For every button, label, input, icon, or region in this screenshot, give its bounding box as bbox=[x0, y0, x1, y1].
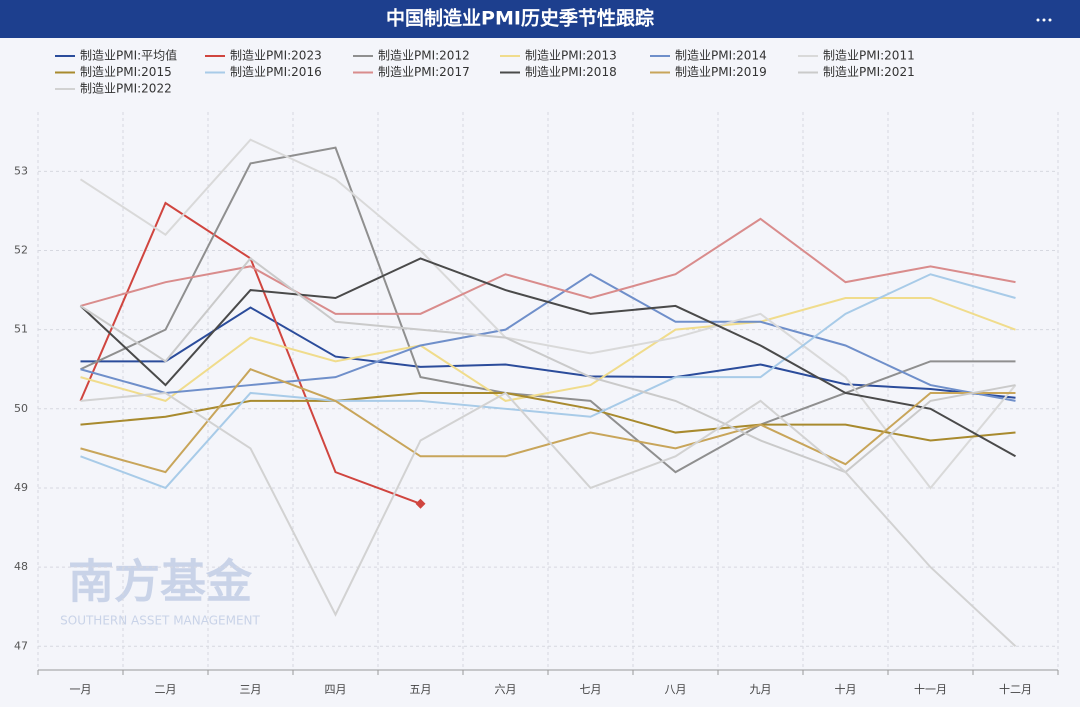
end-marker bbox=[415, 498, 426, 509]
x-tick-label: 八月 bbox=[665, 683, 687, 696]
x-tick-label: 五月 bbox=[410, 683, 432, 696]
legend-label: 制造业PMI:2011 bbox=[823, 49, 915, 63]
legend-label: 制造业PMI:2021 bbox=[823, 65, 915, 79]
y-tick-label: 51 bbox=[14, 323, 28, 336]
y-tick-label: 49 bbox=[14, 481, 28, 494]
y-tick-label: 48 bbox=[14, 560, 28, 573]
series-line bbox=[80, 368, 1016, 474]
x-tick-label: 一月 bbox=[70, 683, 92, 696]
legend-label: 制造业PMI:2023 bbox=[230, 49, 322, 63]
legend-label: 制造业PMI:2013 bbox=[525, 49, 617, 63]
legend-label: 制造业PMI:2012 bbox=[378, 49, 470, 63]
series-line bbox=[80, 273, 1016, 490]
legend-label: 制造业PMI:2014 bbox=[675, 49, 767, 63]
x-tick-label: 二月 bbox=[155, 683, 177, 696]
x-tick-label: 三月 bbox=[240, 683, 262, 696]
series-line bbox=[80, 391, 1017, 647]
series-line bbox=[79, 257, 1016, 474]
series-line bbox=[80, 306, 1016, 399]
x-tick-label: 九月 bbox=[750, 683, 772, 696]
x-tick-label: 六月 bbox=[495, 683, 517, 696]
chart-title: 中国制造业PMI历史季节性跟踪 bbox=[386, 7, 654, 30]
series-line bbox=[79, 257, 1016, 458]
series-line bbox=[80, 297, 1016, 402]
series-line bbox=[80, 217, 1016, 315]
legend-label: 制造业PMI:2015 bbox=[80, 65, 172, 79]
x-tick-label: 四月 bbox=[325, 683, 347, 696]
legend-label: 制造业PMI:2022 bbox=[80, 82, 172, 96]
y-tick-label: 52 bbox=[14, 244, 28, 257]
x-tick-label: 十月 bbox=[835, 682, 857, 696]
x-tick-label: 十二月 bbox=[999, 682, 1032, 696]
legend-label: 制造业PMI:2019 bbox=[675, 65, 767, 79]
y-tick-label: 53 bbox=[14, 164, 28, 177]
legend-label: 制造业PMI:2016 bbox=[230, 65, 322, 79]
x-tick-label: 十一月 bbox=[914, 682, 947, 696]
series-line bbox=[80, 146, 1016, 474]
y-tick-label: 50 bbox=[14, 402, 28, 415]
watermark-subtitle: SOUTHERN ASSET MANAGEMENT bbox=[60, 614, 260, 628]
legend-label: 制造业PMI:2017 bbox=[378, 65, 470, 79]
series-line bbox=[80, 391, 1016, 442]
header-bar bbox=[0, 0, 1080, 38]
legend-label: 制造业PMI:2018 bbox=[525, 65, 617, 79]
watermark: 南方基金 bbox=[68, 555, 253, 609]
x-tick-label: 七月 bbox=[580, 683, 602, 696]
menu-icon[interactable] bbox=[1036, 18, 1052, 22]
y-tick-label: 47 bbox=[14, 639, 28, 652]
legend-label: 制造业PMI:平均值 bbox=[80, 48, 177, 63]
